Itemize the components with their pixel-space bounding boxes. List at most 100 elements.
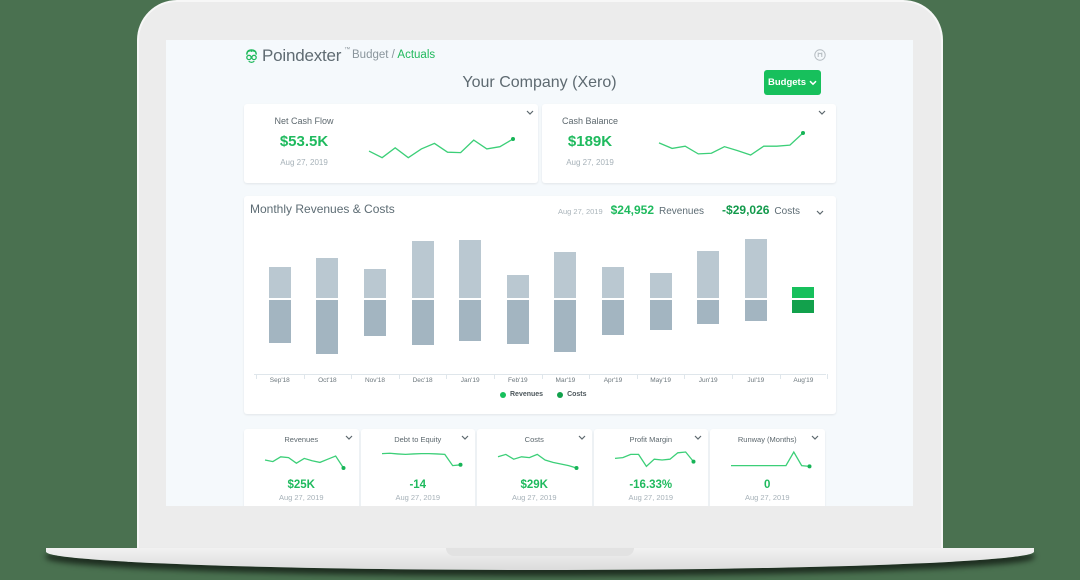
kpi-sparkline xyxy=(264,455,346,470)
chart-title: Monthly Revenues & Costs xyxy=(250,202,395,216)
trademark: ™ xyxy=(344,47,351,53)
cost-bar[interactable] xyxy=(792,300,815,313)
revenue-bar[interactable] xyxy=(459,240,482,298)
logo[interactable]: Poindexter ™ xyxy=(244,46,350,66)
kpi-title: Net Cash Flow xyxy=(274,116,334,126)
kpi-date: Aug 27, 2019 xyxy=(744,493,790,502)
revenue-bar[interactable] xyxy=(649,273,672,298)
laptop-base xyxy=(46,548,1034,570)
nerd-face-logo-icon xyxy=(246,48,257,63)
cost-bar[interactable] xyxy=(649,300,672,330)
chevron-down-icon[interactable] xyxy=(461,435,469,441)
breadcrumb-budget[interactable]: Budget xyxy=(352,49,389,61)
kpi-card-revenues: Revenues $25K Aug 27, 2019 xyxy=(244,429,359,506)
revenue-bar[interactable] xyxy=(792,287,815,298)
cost-bar[interactable] xyxy=(316,300,339,354)
cost-bar[interactable] xyxy=(554,300,577,352)
x-axis-label: Dec'18 xyxy=(412,377,433,384)
kpi-sparkline xyxy=(614,451,695,468)
monthly-revenues-costs-card: Monthly Revenues & Costs Aug 27, 2019 $2… xyxy=(244,196,836,414)
kpi-date: Aug 27, 2019 xyxy=(566,158,614,167)
logo-text: Poindexter xyxy=(262,46,342,65)
x-tick xyxy=(351,374,353,379)
x-axis-label: Aug'19 xyxy=(793,377,814,384)
revenue-bar[interactable] xyxy=(602,267,624,298)
kpi-value: $189K xyxy=(567,133,613,150)
revenue-bar[interactable] xyxy=(316,258,339,298)
kpi-value: $53.5K xyxy=(279,133,329,150)
x-axis xyxy=(254,374,826,375)
cash-balance-card: Cash Balance $189K Aug 27, 2019 xyxy=(542,104,836,183)
x-axis-label: Apr'19 xyxy=(603,377,623,384)
kpi-date: Aug 27, 2019 xyxy=(395,493,441,502)
costs-total: -$29,026 xyxy=(722,203,770,217)
legend-revenues[interactable]: Revenues xyxy=(510,391,544,398)
cost-bar[interactable] xyxy=(744,300,767,321)
cost-bar[interactable] xyxy=(411,300,434,345)
app-screen: Poindexter ™ Budget / Actuals Your Compa… xyxy=(166,40,913,506)
revenue-bar[interactable] xyxy=(554,252,577,298)
kpi-value: -14 xyxy=(409,479,427,491)
chevron-down-icon[interactable] xyxy=(345,435,353,441)
x-tick xyxy=(684,374,686,379)
chevron-down-icon[interactable] xyxy=(811,435,819,441)
revenue-bar[interactable] xyxy=(364,269,386,298)
kpi-date: Aug 27, 2019 xyxy=(280,158,328,167)
revenue-bar[interactable] xyxy=(411,241,434,298)
chevron-down-icon[interactable] xyxy=(694,435,702,441)
chevron-down-icon[interactable] xyxy=(818,110,826,116)
chevron-down-icon[interactable] xyxy=(526,110,534,116)
x-tick xyxy=(732,374,733,379)
kpi-date: Aug 27, 2019 xyxy=(628,493,674,502)
x-axis-label: Sep'18 xyxy=(269,377,290,384)
cost-bar[interactable] xyxy=(602,300,624,335)
kpi-date: Aug 27, 2019 xyxy=(278,493,324,502)
revenues-total: $24,952 xyxy=(610,203,655,217)
x-tick xyxy=(494,374,495,379)
kpi-sparkline xyxy=(381,452,462,467)
kpi-title: Debt to Equity xyxy=(394,435,442,444)
x-tick xyxy=(827,374,829,379)
chevron-down-icon[interactable] xyxy=(816,210,824,216)
kpi-title: Cash Balance xyxy=(561,116,619,126)
x-tick xyxy=(779,374,781,379)
top-bar: Poindexter ™ Budget / Actuals xyxy=(166,40,913,70)
x-axis-label: Nov'18 xyxy=(364,377,386,384)
costs-legend-dot-icon xyxy=(557,391,564,398)
kpi-title: Costs xyxy=(524,435,544,444)
kpi-card-runway-months: Runway (Months) 0 Aug 27, 2019 xyxy=(710,429,825,506)
revenue-bar[interactable] xyxy=(744,239,767,298)
cost-bar[interactable] xyxy=(506,300,529,344)
kpi-date: Aug 27, 2019 xyxy=(511,493,557,502)
x-axis-label: May'19 xyxy=(650,377,671,384)
kpi-card-costs: Costs $29K Aug 27, 2019 xyxy=(477,429,592,506)
kpi-card-profit-margin: Profit Margin -16.33% Aug 27, 2019 xyxy=(593,429,708,506)
x-axis-label: Mar'19 xyxy=(555,377,576,384)
breadcrumb: Budget / Actuals xyxy=(352,49,435,61)
costs-label: Costs xyxy=(774,206,800,217)
x-tick xyxy=(256,374,257,379)
revenue-bar[interactable] xyxy=(506,275,529,298)
cost-bar[interactable] xyxy=(268,300,291,343)
kpi-card-debt-to-equity: Debt to Equity -14 Aug 27, 2019 xyxy=(360,429,475,506)
chevron-down-icon[interactable] xyxy=(578,435,586,441)
x-tick xyxy=(636,374,638,379)
cost-bar[interactable] xyxy=(459,300,482,341)
x-tick xyxy=(303,374,305,379)
revenues-legend-dot-icon xyxy=(500,391,506,398)
cost-bar[interactable] xyxy=(364,300,386,336)
kpi-value: $29K xyxy=(520,479,549,491)
kpi-value: $25K xyxy=(287,479,316,491)
legend-costs[interactable]: Costs xyxy=(567,391,587,398)
x-tick xyxy=(398,374,400,379)
chart-summary: Aug 27, 2019 $24,952 Revenues -$29,026 C… xyxy=(558,203,818,217)
cost-bar[interactable] xyxy=(697,300,720,324)
revenue-bar[interactable] xyxy=(697,251,720,298)
user-avatar-icon[interactable] xyxy=(814,49,826,61)
revenue-bar[interactable] xyxy=(268,267,291,298)
x-tick xyxy=(446,374,448,379)
x-tick xyxy=(589,374,591,379)
net-cash-flow-sparkline xyxy=(368,137,515,159)
budgets-dropdown-button[interactable]: Budgets xyxy=(764,70,821,95)
x-axis-label: Jun'19 xyxy=(698,377,718,384)
